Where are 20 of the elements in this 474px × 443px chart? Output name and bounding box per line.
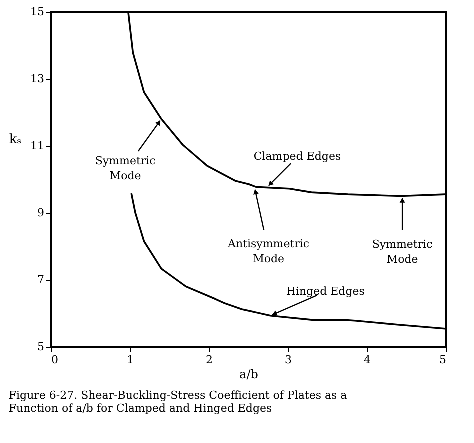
text: Figure 6-27. Shear-Buckling-Stress Coefficient of Plates as a Function of a/b for Clamped and Hinged Edges bbox=[8, 389, 348, 415]
annotation: Hinged Edges bbox=[286, 284, 366, 298]
annotation: Symmetric Mode bbox=[95, 154, 156, 183]
x-tick-label: 5 bbox=[440, 354, 446, 366]
y-tick-label: 13 bbox=[30, 72, 44, 86]
y-axis-title: kₛ bbox=[9, 132, 22, 148]
y-tick-label: 7 bbox=[38, 274, 44, 286]
y-tick-label: 9 bbox=[38, 206, 44, 220]
x-tick-label: 0 bbox=[52, 354, 58, 366]
x-axis-title: a/b bbox=[240, 368, 259, 382]
x-tick-label: 2 bbox=[206, 354, 213, 366]
y-tick-label: 5 bbox=[38, 340, 44, 354]
annotation: Antisymmetric Mode bbox=[227, 237, 310, 266]
y-tick-label: 11 bbox=[30, 140, 44, 152]
annotation: Symmetric Mode bbox=[372, 238, 433, 266]
x-tick-label: 1 bbox=[127, 354, 134, 366]
x-tick-label: 3 bbox=[285, 354, 292, 366]
y-tick-label: 15 bbox=[30, 6, 44, 18]
annotation: Clamped Edges bbox=[254, 150, 342, 164]
x-tick-label: 4 bbox=[364, 354, 371, 366]
